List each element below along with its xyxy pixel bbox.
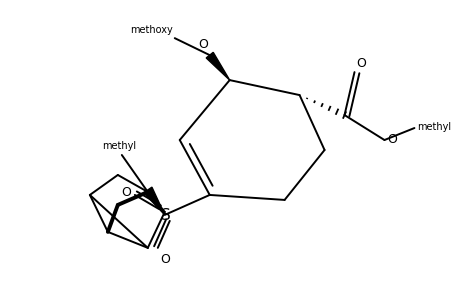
Text: methyl: methyl <box>416 122 451 132</box>
Text: O: O <box>356 57 365 70</box>
Polygon shape <box>143 187 164 215</box>
Text: methyl: methyl <box>101 141 135 151</box>
Text: O: O <box>121 186 130 200</box>
Text: S: S <box>161 208 170 224</box>
Text: O: O <box>159 253 169 266</box>
Text: O: O <box>197 38 207 51</box>
Text: O: O <box>386 133 397 146</box>
Polygon shape <box>206 52 229 80</box>
Text: methoxy: methoxy <box>130 25 173 35</box>
